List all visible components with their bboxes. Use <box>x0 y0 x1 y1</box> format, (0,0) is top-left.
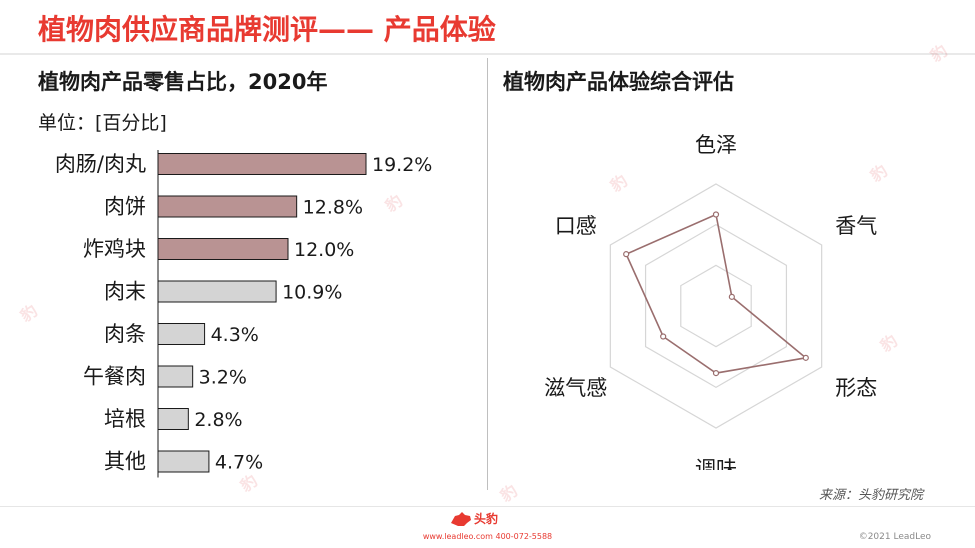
bar <box>157 323 206 345</box>
bar-category-label: 午餐肉 <box>83 365 146 389</box>
bar-value-label: 12.8% <box>303 197 363 219</box>
bar <box>157 450 210 473</box>
bar <box>157 238 289 260</box>
radar-series <box>625 213 808 374</box>
bar-category-label: 培根 <box>104 407 146 431</box>
footer-logo: 头豹 <box>450 510 498 527</box>
radar-axis-label: 滋气感 <box>544 376 607 400</box>
bar-category-label: 肉条 <box>104 322 146 346</box>
bar-category-label: 其他 <box>104 450 146 474</box>
radar-point <box>712 370 720 377</box>
bar-category-label: 肉肠/肉丸 <box>55 152 146 176</box>
radar-axis-label: 调味 <box>695 457 737 470</box>
footer-divider <box>0 506 975 507</box>
bar-value-label: 12.0% <box>294 239 354 261</box>
bar-category-label: 肉末 <box>104 280 146 304</box>
bar-value-label: 19.2% <box>372 154 432 176</box>
radar-point <box>712 211 720 218</box>
footer-copyright: ©2021 LeadLeo <box>858 532 931 542</box>
page-title: 植物肉供应商品牌测评—— 产品体验 <box>38 13 496 46</box>
watermark-icon: 豹 <box>926 40 951 66</box>
bar <box>157 365 194 388</box>
radar-point <box>728 293 735 300</box>
bar-chart-unit: 单位：[百分比] <box>38 112 167 134</box>
footer-logo-text: 头豹 <box>474 512 499 526</box>
bar-chart: 肉肠/肉丸 19.2% 肉饼 12.8% 炸鸡块 12.0% 肉末 10.9% 肉条 4.3% 午餐… <box>55 150 432 478</box>
title-divider <box>0 53 975 55</box>
bar-chart-title: 植物肉产品零售占比，2020年 <box>38 70 328 94</box>
radar-grid-ring <box>609 183 823 429</box>
radar-grid-ring <box>680 264 752 348</box>
radar-axis-label: 口感 <box>555 214 597 238</box>
bar <box>157 195 298 218</box>
bar-value-label: 4.7% <box>215 452 263 474</box>
bar <box>157 153 367 175</box>
bar-value-label: 3.2% <box>199 367 247 389</box>
radar-point <box>660 333 667 340</box>
source-note: 来源：头豹研究院 <box>818 488 923 503</box>
radar-chart-title: 植物肉产品体验综合评估 <box>503 70 734 94</box>
radar-point <box>802 354 809 361</box>
bar <box>157 408 189 430</box>
panel-divider <box>487 58 488 490</box>
bar <box>157 280 277 303</box>
bar-category-label: 炸鸡块 <box>83 237 146 261</box>
watermark-icon: 豹 <box>496 480 521 506</box>
radar-axis-label: 形态 <box>835 376 877 400</box>
footer-contact: www.leadleo.com 400-072-5588 <box>422 532 553 541</box>
leopard-logo-icon <box>451 511 471 526</box>
bar-value-label: 2.8% <box>194 409 242 431</box>
radar-grid-ring <box>644 223 788 389</box>
radar-axis-label: 香气 <box>835 214 877 238</box>
radar-point <box>623 251 630 258</box>
bar-value-label: 10.9% <box>282 282 342 304</box>
bar-value-label: 4.3% <box>211 324 259 346</box>
bar-category-label: 肉饼 <box>104 195 146 219</box>
radar-axis-label: 色泽 <box>695 133 737 157</box>
